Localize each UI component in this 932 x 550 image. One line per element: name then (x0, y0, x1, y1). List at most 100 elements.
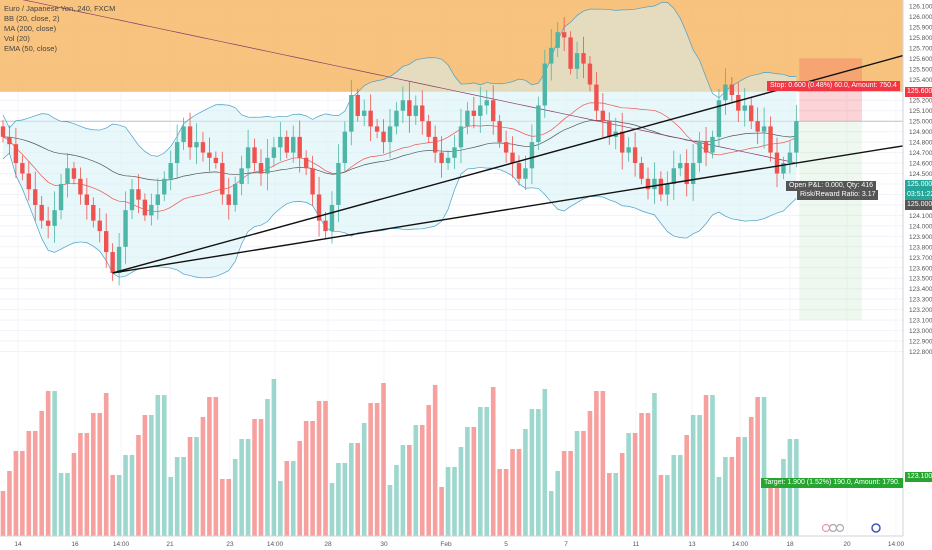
candle-body (233, 183, 238, 205)
price-tick-label: 125.000 (909, 119, 932, 126)
volume-bar (174, 457, 180, 536)
candle-body (587, 63, 593, 85)
price-tick-label: 125.100 (909, 108, 932, 115)
candle-body (523, 168, 528, 179)
candle-body (652, 178, 657, 190)
candle-body (607, 121, 612, 137)
candle-body (168, 163, 173, 179)
candle-body (426, 121, 431, 137)
candle-body (97, 220, 102, 232)
price-tick-label: 125.800 (909, 35, 932, 42)
candle-body (439, 152, 444, 164)
volume-bar (671, 455, 677, 536)
volume-bar (529, 409, 535, 536)
volume-bar (194, 437, 199, 536)
candle-body (445, 157, 451, 164)
candle-body (252, 147, 257, 164)
target-label: Target: 1.900 (1.52%) 190.0, Amount: 179… (761, 478, 903, 488)
volume-bar (368, 403, 373, 536)
legend-bb[interactable]: BB (20, close, 2) (4, 14, 60, 23)
candle-body (265, 157, 270, 174)
volume-bar (781, 459, 786, 536)
candle-body (129, 189, 135, 211)
volume-bar (478, 407, 483, 536)
candle-body (374, 126, 380, 132)
volume-bar (729, 457, 735, 536)
volume-bar (600, 391, 606, 536)
volume-bar (471, 427, 477, 536)
volume-bar (155, 395, 161, 536)
candle-body (297, 136, 302, 158)
candle-body (594, 84, 599, 111)
candle-body (368, 110, 373, 127)
candle-body (58, 183, 64, 211)
volume-bar (484, 407, 490, 536)
candle-body (549, 47, 554, 64)
price-tick-label: 124.700 (909, 150, 932, 157)
candle-body (684, 163, 689, 184)
price-tick-label: 124.600 (909, 161, 932, 168)
time-tick-label: 14 (14, 541, 22, 548)
volume-bar (407, 445, 412, 536)
volume-bar (232, 459, 238, 536)
candle-body (632, 147, 638, 164)
symbol-title[interactable]: Euro / Japanese Yen, 240, FXCM (4, 4, 116, 13)
volume-bar (84, 433, 90, 536)
candle-body (407, 100, 412, 116)
volume-bar (587, 411, 593, 536)
candle-body (278, 136, 283, 148)
time-tick-label: 28 (324, 541, 332, 548)
candle-body (71, 168, 77, 179)
candle-body (742, 105, 747, 111)
risk-reward-label: Risk/Reward Ratio: 3.17 (797, 190, 879, 200)
candle-body (420, 105, 425, 122)
candle-body (755, 121, 760, 132)
candle-body (303, 157, 309, 169)
bollinger-fill (3, 2, 797, 278)
volume-bar (510, 449, 515, 536)
time-tick-label: 13 (688, 541, 696, 548)
volume-bar (168, 477, 173, 536)
candle-body (432, 136, 438, 153)
candle-body (645, 178, 651, 190)
candle-body (116, 246, 122, 273)
volume-bar (574, 431, 580, 536)
volume-bar (278, 481, 283, 536)
candle-body (291, 136, 296, 153)
candle-body (310, 168, 315, 195)
price-tick-label: 124.900 (909, 129, 932, 136)
stop-label: Stop: 0.600 (0.48%) 60.0, Amount: 750.4 (767, 81, 900, 91)
volume-bar (703, 395, 709, 536)
volume-bar (742, 437, 748, 536)
legend-vol[interactable]: Vol (20) (4, 34, 30, 43)
time-tick-label: 18 (786, 541, 794, 548)
trendlines[interactable] (112, 54, 904, 274)
legend-ema[interactable]: EMA (50, close) (4, 44, 57, 53)
volume-bar (297, 441, 302, 536)
candle-body (78, 178, 83, 195)
volume-bar (490, 387, 496, 536)
candle-body (149, 204, 154, 216)
price-axis[interactable]: 126.100 126.000 125.900 125.800 125.700 125.6… (902, 0, 932, 536)
volume-bar (652, 393, 657, 536)
candle-body (768, 126, 773, 153)
candle-body (690, 163, 696, 184)
trendline (112, 54, 904, 274)
time-tick-label: 11 (633, 541, 640, 548)
time-tick-label: 14:00 (267, 541, 284, 548)
time-tick-label: 7 (564, 541, 568, 548)
volume-bar (736, 437, 741, 536)
bollinger-lower (2, 152, 797, 279)
trendline (112, 145, 904, 274)
time-axis[interactable]: 14 16 14:00 21 23 14:00 28 30 Feb 5 7 11 13 14:00 18 20… (0, 523, 905, 548)
candle-body (413, 105, 418, 116)
candle-body (600, 110, 606, 122)
candle-body (181, 126, 186, 143)
volume-bar (723, 457, 728, 536)
candle-body (510, 152, 515, 164)
volume-bar (187, 437, 193, 536)
price-tick-label: 123.600 (909, 265, 932, 272)
legend-ma[interactable]: MA (200, close) (4, 24, 57, 33)
candle-body (452, 147, 457, 158)
